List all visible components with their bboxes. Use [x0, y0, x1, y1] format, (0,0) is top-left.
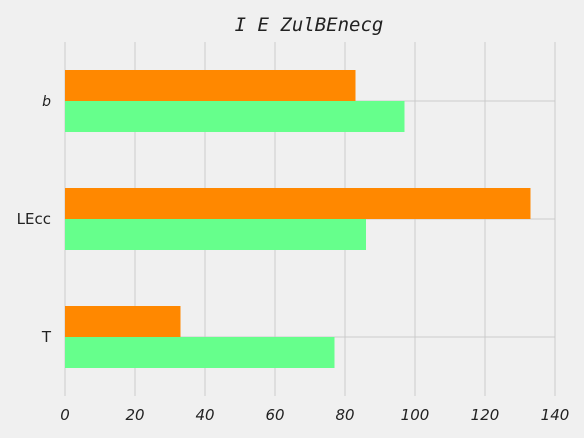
bar — [65, 306, 181, 337]
x-axis-ticks: 0 20 40 60 80 100 120 140 — [60, 406, 569, 424]
bar — [65, 101, 405, 132]
y-tick-label: T — [41, 328, 52, 346]
bar — [65, 337, 335, 368]
bar — [65, 188, 531, 219]
x-tick-label: 100 — [401, 406, 430, 424]
y-axis-ticks: T LEcc b — [17, 94, 52, 346]
x-tick-label: 0 — [60, 406, 70, 424]
chart-title: I E ZulBEnecg — [235, 14, 384, 36]
y-tick-label: LEcc — [17, 210, 51, 228]
x-tick-label: 60 — [265, 406, 284, 424]
y-tick-label: b — [42, 94, 51, 110]
x-tick-label: 140 — [541, 406, 570, 424]
bars — [65, 70, 531, 368]
x-tick-label: 20 — [125, 406, 144, 424]
bar — [65, 219, 366, 250]
x-tick-label: 80 — [335, 406, 354, 424]
x-tick-label: 40 — [195, 406, 214, 424]
bar — [65, 70, 356, 101]
x-tick-label: 120 — [471, 406, 500, 424]
